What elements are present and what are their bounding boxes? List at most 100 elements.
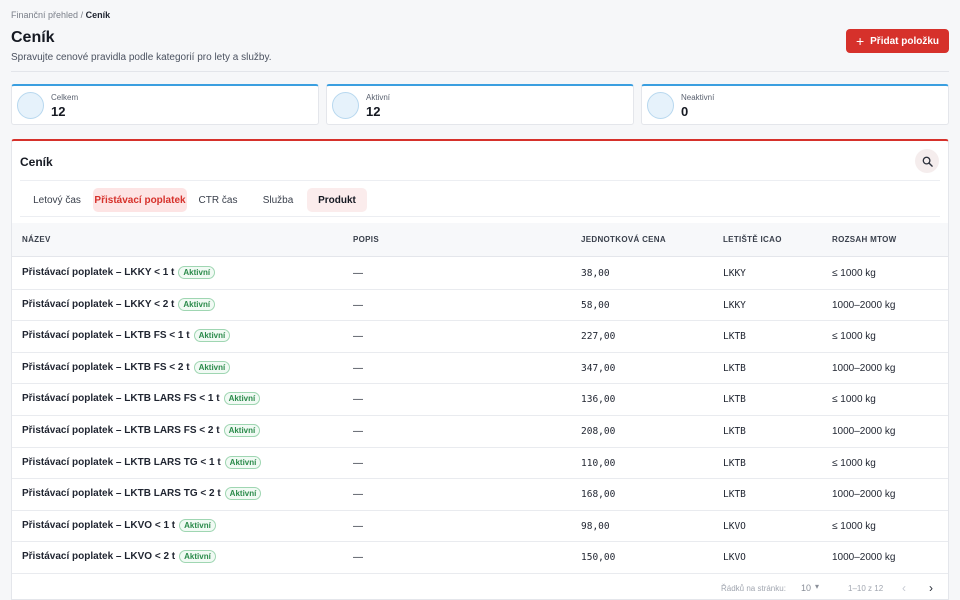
column-header-mtow-range[interactable]: ROZSAH MTOW bbox=[832, 235, 897, 244]
breadcrumb-current: Ceník bbox=[85, 10, 111, 20]
row-name-text: Přistávací poplatek – LKTB LARS FS < 1 t bbox=[22, 393, 220, 405]
row-mtow-range: ≤ 1000 kg bbox=[832, 394, 876, 406]
breadcrumb: Finanční přehled / Ceník bbox=[11, 10, 110, 20]
row-unit-price: 227,00 bbox=[581, 331, 616, 343]
row-unit-price: 136,00 bbox=[581, 394, 616, 406]
table-row[interactable]: Přistávací poplatek – LKKY < 2 t Aktivní —… bbox=[12, 290, 948, 322]
tab-product[interactable]: Produkt bbox=[307, 188, 367, 212]
plus-icon: + bbox=[855, 33, 865, 49]
row-mtow-range: ≤ 1000 kg bbox=[832, 457, 876, 469]
page-title: Ceník bbox=[11, 29, 55, 46]
pricelist-panel: Ceník Letový čas Přistávací poplatek CTR… bbox=[11, 139, 949, 600]
row-unit-price: 110,00 bbox=[581, 457, 616, 469]
stat-card-total: Celkem 12 bbox=[11, 84, 319, 125]
search-button[interactable] bbox=[915, 149, 939, 173]
row-unit-price: 168,00 bbox=[581, 489, 616, 501]
add-item-button[interactable]: + Přidat položku bbox=[846, 29, 949, 53]
column-header-unit-price[interactable]: JEDNOTKOVÁ CENA bbox=[581, 235, 666, 244]
tab-ctr-time[interactable]: CTR čas bbox=[198, 194, 238, 206]
row-airport-icao: LKKY bbox=[723, 299, 746, 311]
row-name-text: Přistávací poplatek – LKKY < 1 t bbox=[22, 267, 175, 278]
row-mtow-range: ≤ 1000 kg bbox=[832, 331, 876, 343]
row-airport-icao: LKTB bbox=[723, 489, 746, 501]
table-header: NÁZEV POPIS JEDNOTKOVÁ CENA LETIŠTĚ ICAO… bbox=[12, 223, 948, 257]
column-header-airport-icao[interactable]: LETIŠTĚ ICAO bbox=[723, 235, 782, 244]
pagination-range: 1–10 z 12 bbox=[848, 584, 884, 593]
breadcrumb-parent[interactable]: Finanční přehled bbox=[11, 10, 79, 20]
stat-value: 12 bbox=[51, 104, 66, 119]
panel-divider bbox=[20, 180, 940, 181]
stat-label: Celkem bbox=[51, 93, 79, 102]
tabs-divider bbox=[20, 216, 940, 217]
add-item-label: Přidat položku bbox=[870, 35, 940, 47]
status-badge: Aktivní bbox=[193, 329, 231, 343]
stat-value: 12 bbox=[366, 104, 381, 119]
panel-title: Ceník bbox=[20, 155, 53, 169]
search-icon bbox=[922, 156, 933, 167]
table-row[interactable]: Přistávací poplatek – LKTB FS < 1 t Aktiv… bbox=[12, 321, 948, 353]
row-name-text: Přistávací poplatek – LKVO < 1 t bbox=[22, 519, 176, 531]
row-unit-price: 38,00 bbox=[581, 268, 610, 279]
status-badge: Aktivní bbox=[178, 266, 216, 279]
row-airport-icao: LKTB bbox=[723, 426, 746, 437]
row-name-text: Přistávací poplatek – LKKY < 2 t bbox=[22, 298, 175, 310]
row-unit-price: 208,00 bbox=[581, 426, 616, 437]
previous-page-icon[interactable]: ‹ bbox=[902, 581, 906, 595]
row-unit-price: 98,00 bbox=[581, 520, 610, 532]
row-name: Přistávací poplatek – LKVO < 1 t Aktivní bbox=[22, 518, 216, 532]
row-airport-icao: LKVO bbox=[723, 552, 746, 564]
stat-value: 0 bbox=[681, 104, 689, 119]
stat-card-active: Aktivní 12 bbox=[326, 84, 634, 125]
stat-card-inactive: Neaktivní 0 bbox=[641, 84, 949, 125]
row-unit-price: 58,00 bbox=[581, 299, 610, 311]
row-description: — bbox=[353, 457, 363, 469]
table-row[interactable]: Přistávací poplatek – LKKY < 1 t Aktivní —… bbox=[12, 258, 948, 290]
status-badge: Aktivní bbox=[223, 424, 261, 437]
row-name-text: Přistávací poplatek – LKTB LARS TG < 2 t bbox=[22, 488, 221, 500]
status-badge: Aktivní bbox=[224, 455, 262, 469]
row-name-text: Přistávací poplatek – LKTB FS < 2 t bbox=[22, 361, 190, 373]
row-unit-price: 347,00 bbox=[581, 362, 616, 374]
row-name: Přistávací poplatek – LKTB LARS TG < 1 t… bbox=[22, 455, 262, 469]
tab-service[interactable]: Služba bbox=[262, 194, 294, 206]
table-row[interactable]: Přistávací poplatek – LKVO < 1 t Aktivní —… bbox=[12, 511, 948, 543]
row-airport-icao: LKVO bbox=[723, 520, 746, 532]
breadcrumb-separator: / bbox=[80, 10, 84, 20]
row-mtow-range: 1000–2000 kg bbox=[832, 362, 896, 374]
next-page-icon[interactable]: › bbox=[929, 581, 933, 595]
row-name: Přistávací poplatek – LKTB LARS FS < 1 t… bbox=[22, 392, 261, 406]
stat-label: Neaktivní bbox=[681, 93, 715, 102]
header-divider bbox=[11, 71, 949, 72]
chevron-down-icon[interactable]: ▾ bbox=[815, 582, 820, 591]
row-airport-icao: LKKY bbox=[723, 268, 746, 279]
tab-landing-fee[interactable]: Přistávací poplatek bbox=[93, 188, 187, 212]
table-row[interactable]: Přistávací poplatek – LKTB LARS TG < 2 t… bbox=[12, 479, 948, 511]
row-description: — bbox=[353, 268, 363, 279]
table-row[interactable]: Přistávací poplatek – LKVO < 2 t Aktivní —… bbox=[12, 542, 948, 574]
column-header-name[interactable]: NÁZEV bbox=[22, 235, 51, 244]
table-row[interactable]: Přistávací poplatek – LKTB LARS FS < 1 t… bbox=[12, 384, 948, 416]
row-name-text: Přistávací poplatek – LKTB LARS FS < 2 t bbox=[22, 425, 220, 436]
column-header-description[interactable]: POPIS bbox=[353, 235, 379, 244]
row-airport-icao: LKTB bbox=[723, 457, 746, 469]
rows-per-page-select[interactable]: 10 bbox=[801, 583, 812, 593]
row-mtow-range: 1000–2000 kg bbox=[832, 552, 896, 564]
row-name-text: Přistávací poplatek – LKVO < 2 t bbox=[22, 551, 176, 563]
row-unit-price: 150,00 bbox=[581, 552, 616, 564]
row-name: Přistávací poplatek – LKKY < 2 t Aktivní bbox=[22, 297, 216, 311]
row-airport-icao: LKTB bbox=[723, 394, 746, 406]
row-name-text: Přistávací poplatek – LKTB LARS TG < 1 t bbox=[22, 456, 221, 468]
row-mtow-range: 1000–2000 kg bbox=[832, 426, 896, 437]
table-row[interactable]: Přistávací poplatek – LKTB LARS FS < 2 t… bbox=[12, 416, 948, 448]
stat-icon bbox=[332, 92, 359, 119]
tab-flight-time[interactable]: Letový čas bbox=[33, 194, 81, 206]
status-badge: Aktivní bbox=[224, 487, 262, 501]
table-row[interactable]: Přistávací poplatek – LKTB FS < 2 t Aktiv… bbox=[12, 353, 948, 385]
table-row[interactable]: Přistávací poplatek – LKTB LARS TG < 1 t… bbox=[12, 448, 948, 480]
page-subtitle: Spravujte cenové pravidla podle kategori… bbox=[11, 52, 272, 63]
row-description: — bbox=[353, 331, 363, 343]
row-name: Přistávací poplatek – LKTB LARS TG < 2 t… bbox=[22, 487, 262, 501]
row-description: — bbox=[353, 552, 363, 564]
stat-icon bbox=[17, 92, 44, 119]
stat-label: Aktivní bbox=[366, 93, 391, 102]
